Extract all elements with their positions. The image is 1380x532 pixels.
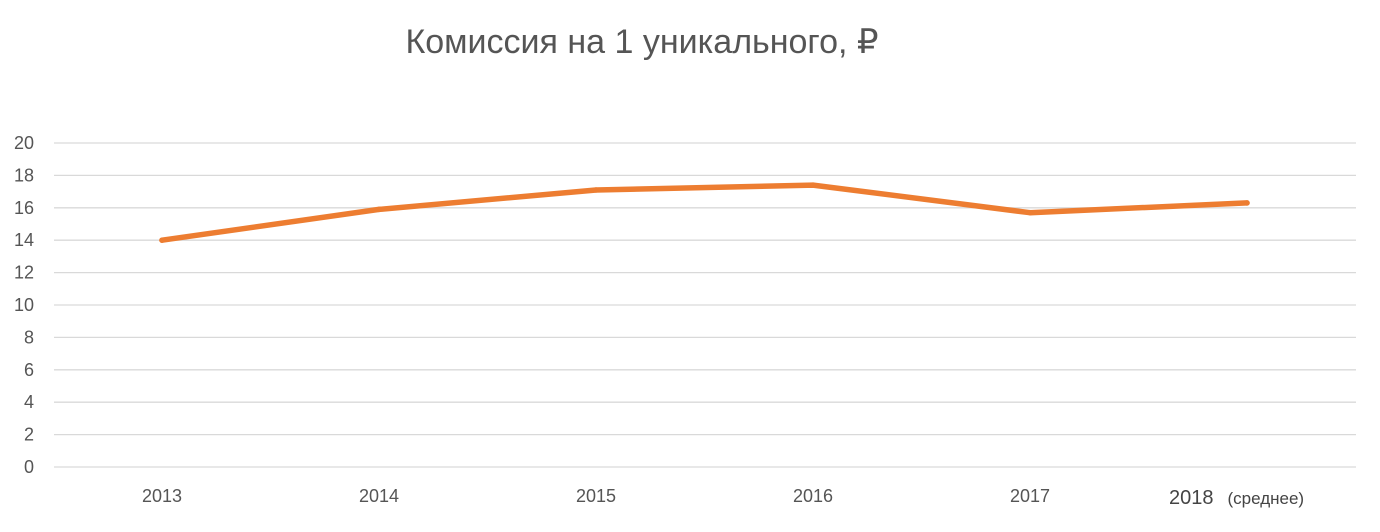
y-tick-label: 12	[14, 263, 34, 283]
y-tick-label: 20	[14, 133, 34, 153]
x-axis-ticks: 2013 2014 2015 2016 2017 2018 (среднее)	[142, 486, 1304, 509]
data-point	[1244, 200, 1250, 206]
y-axis-ticks: 0 2 4 6 8 10 12 14 16 18 20	[14, 133, 34, 477]
x-tick-label: 2014	[359, 486, 399, 506]
x-tick-label: 2017	[1010, 486, 1050, 506]
data-point	[159, 237, 165, 243]
data-point	[1027, 209, 1033, 216]
series-layer	[159, 182, 1250, 243]
y-tick-label: 2	[24, 425, 34, 445]
x-tick-year: 2018	[1169, 487, 1214, 509]
x-tick-label: 2013	[142, 486, 182, 506]
data-point	[593, 187, 599, 193]
y-tick-label: 6	[24, 360, 34, 380]
series-line-0	[159, 182, 1250, 243]
y-tick-label: 0	[24, 457, 34, 477]
x-tick-label: 2015	[576, 486, 616, 506]
data-point	[810, 182, 816, 188]
y-tick-label: 10	[14, 295, 34, 315]
x-tick-label: 2018 (среднее)	[1169, 487, 1304, 509]
y-tick-label: 14	[14, 230, 34, 250]
grid-layer	[54, 142, 1356, 468]
data-point	[376, 206, 382, 213]
x-tick-label: 2016	[793, 486, 833, 506]
y-tick-label: 4	[24, 392, 34, 412]
chart-title: Комиссия на 1 уникального, ₽	[405, 23, 879, 61]
x-tick-note: (среднее)	[1228, 489, 1305, 508]
y-tick-label: 16	[14, 198, 34, 218]
y-tick-label: 18	[14, 165, 34, 185]
y-tick-label: 8	[24, 327, 34, 347]
